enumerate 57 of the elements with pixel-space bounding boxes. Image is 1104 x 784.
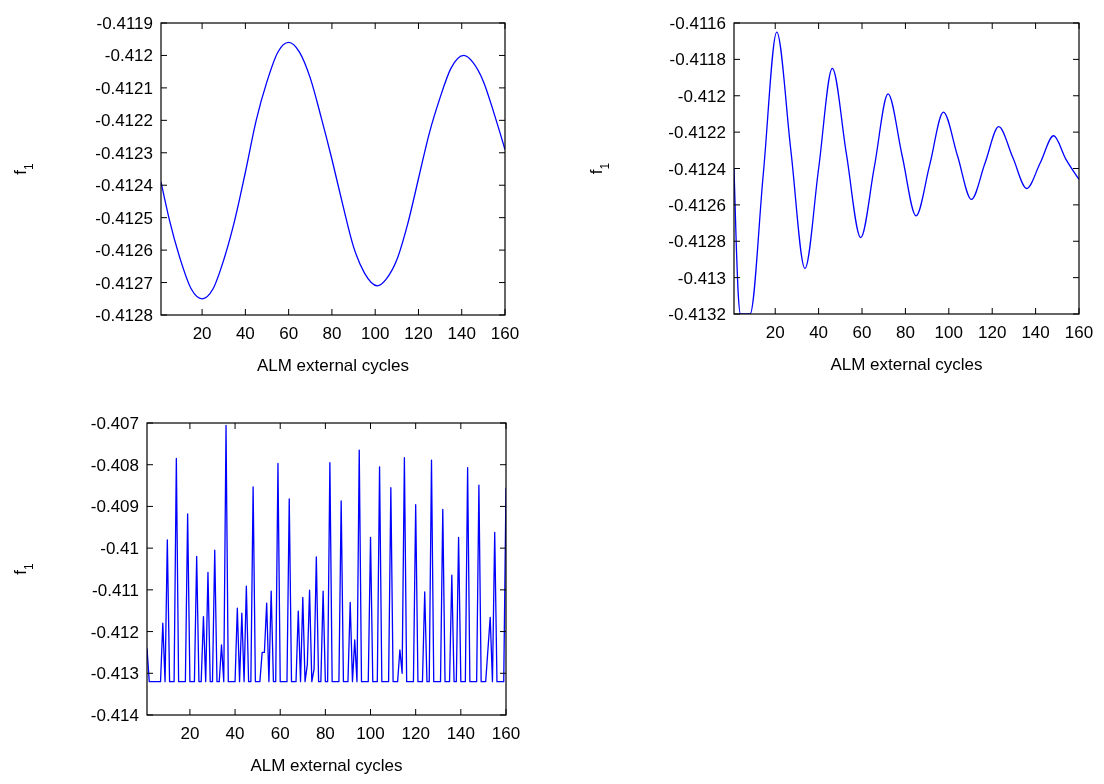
x-tick-label: 60 [270, 724, 290, 743]
x-tick-label: 80 [322, 324, 342, 343]
x-tick-label: 20 [765, 323, 785, 342]
x-tick-label: 120 [978, 323, 1007, 342]
y-tick-label: -0.4132 [668, 305, 726, 324]
y-tick-label: -0.412 [90, 622, 139, 642]
x-tick-label: 160 [491, 724, 521, 743]
y-tick-label: -0.412 [677, 86, 726, 106]
y-tick-label: -0.414 [90, 706, 139, 725]
x-tick-label: 40 [235, 324, 255, 343]
x-tick-label: 140 [446, 724, 476, 743]
y-tick-label: -0.4124 [95, 176, 153, 196]
y-tick-label: -0.413 [677, 268, 726, 288]
y-tick-label: -0.413 [90, 664, 139, 684]
line-series [161, 41, 505, 300]
y-tick-label: -0.408 [90, 455, 139, 475]
y-tick-label: -0.4125 [95, 208, 153, 228]
line-series [734, 31, 1079, 314]
x-tick-label: 40 [809, 323, 829, 342]
x-axis-title: ALM external cycles [830, 355, 983, 374]
x-tick-label: 100 [356, 724, 385, 743]
x-tick-label: 20 [192, 324, 212, 343]
y-tick-label: -0.4126 [95, 241, 153, 261]
x-tick-label: 20 [180, 724, 200, 743]
y-tick-label: -0.4128 [95, 306, 153, 325]
x-axis-title: ALM external cycles [256, 356, 410, 375]
y-tick-label: -0.4126 [668, 195, 726, 215]
y-tick-label: -0.4119 [96, 14, 153, 33]
y-tick-label: -0.4128 [668, 232, 726, 252]
x-tick-label: 80 [315, 724, 335, 743]
y-tick-label: -0.409 [90, 497, 139, 517]
y-tick-label: -0.4124 [668, 159, 726, 179]
y-tick-label: -0.4118 [669, 50, 726, 70]
y-tick-label: -0.41 [100, 539, 139, 559]
x-tick-label: 100 [934, 323, 963, 342]
x-tick-label: 140 [1021, 323, 1050, 342]
x-tick-label: 160 [1064, 323, 1094, 342]
x-axis-title: ALM external cycles [250, 756, 403, 775]
y-tick-label: -0.4122 [668, 123, 726, 143]
y-tick-label: -0.4121 [95, 78, 153, 98]
x-tick-label: 60 [279, 324, 299, 343]
x-tick-label: 140 [447, 324, 476, 343]
x-tick-label: 40 [225, 724, 245, 743]
y-tick-label: -0.411 [92, 580, 139, 600]
line-series [147, 424, 506, 683]
x-tick-label: 80 [895, 323, 915, 342]
y-tick-label: -0.4116 [669, 14, 726, 33]
y-tick-label: -0.4127 [95, 273, 153, 293]
x-tick-label: 160 [490, 324, 520, 343]
x-tick-label: 60 [852, 323, 872, 342]
x-tick-label: 120 [401, 724, 430, 743]
y-tick-label: -0.407 [90, 414, 139, 433]
y-tick-label: -0.4123 [95, 143, 153, 163]
x-tick-label: 100 [361, 324, 390, 343]
y-tick-label: -0.4122 [95, 111, 153, 131]
y-tick-label: -0.412 [104, 46, 153, 66]
x-tick-label: 120 [404, 324, 433, 343]
